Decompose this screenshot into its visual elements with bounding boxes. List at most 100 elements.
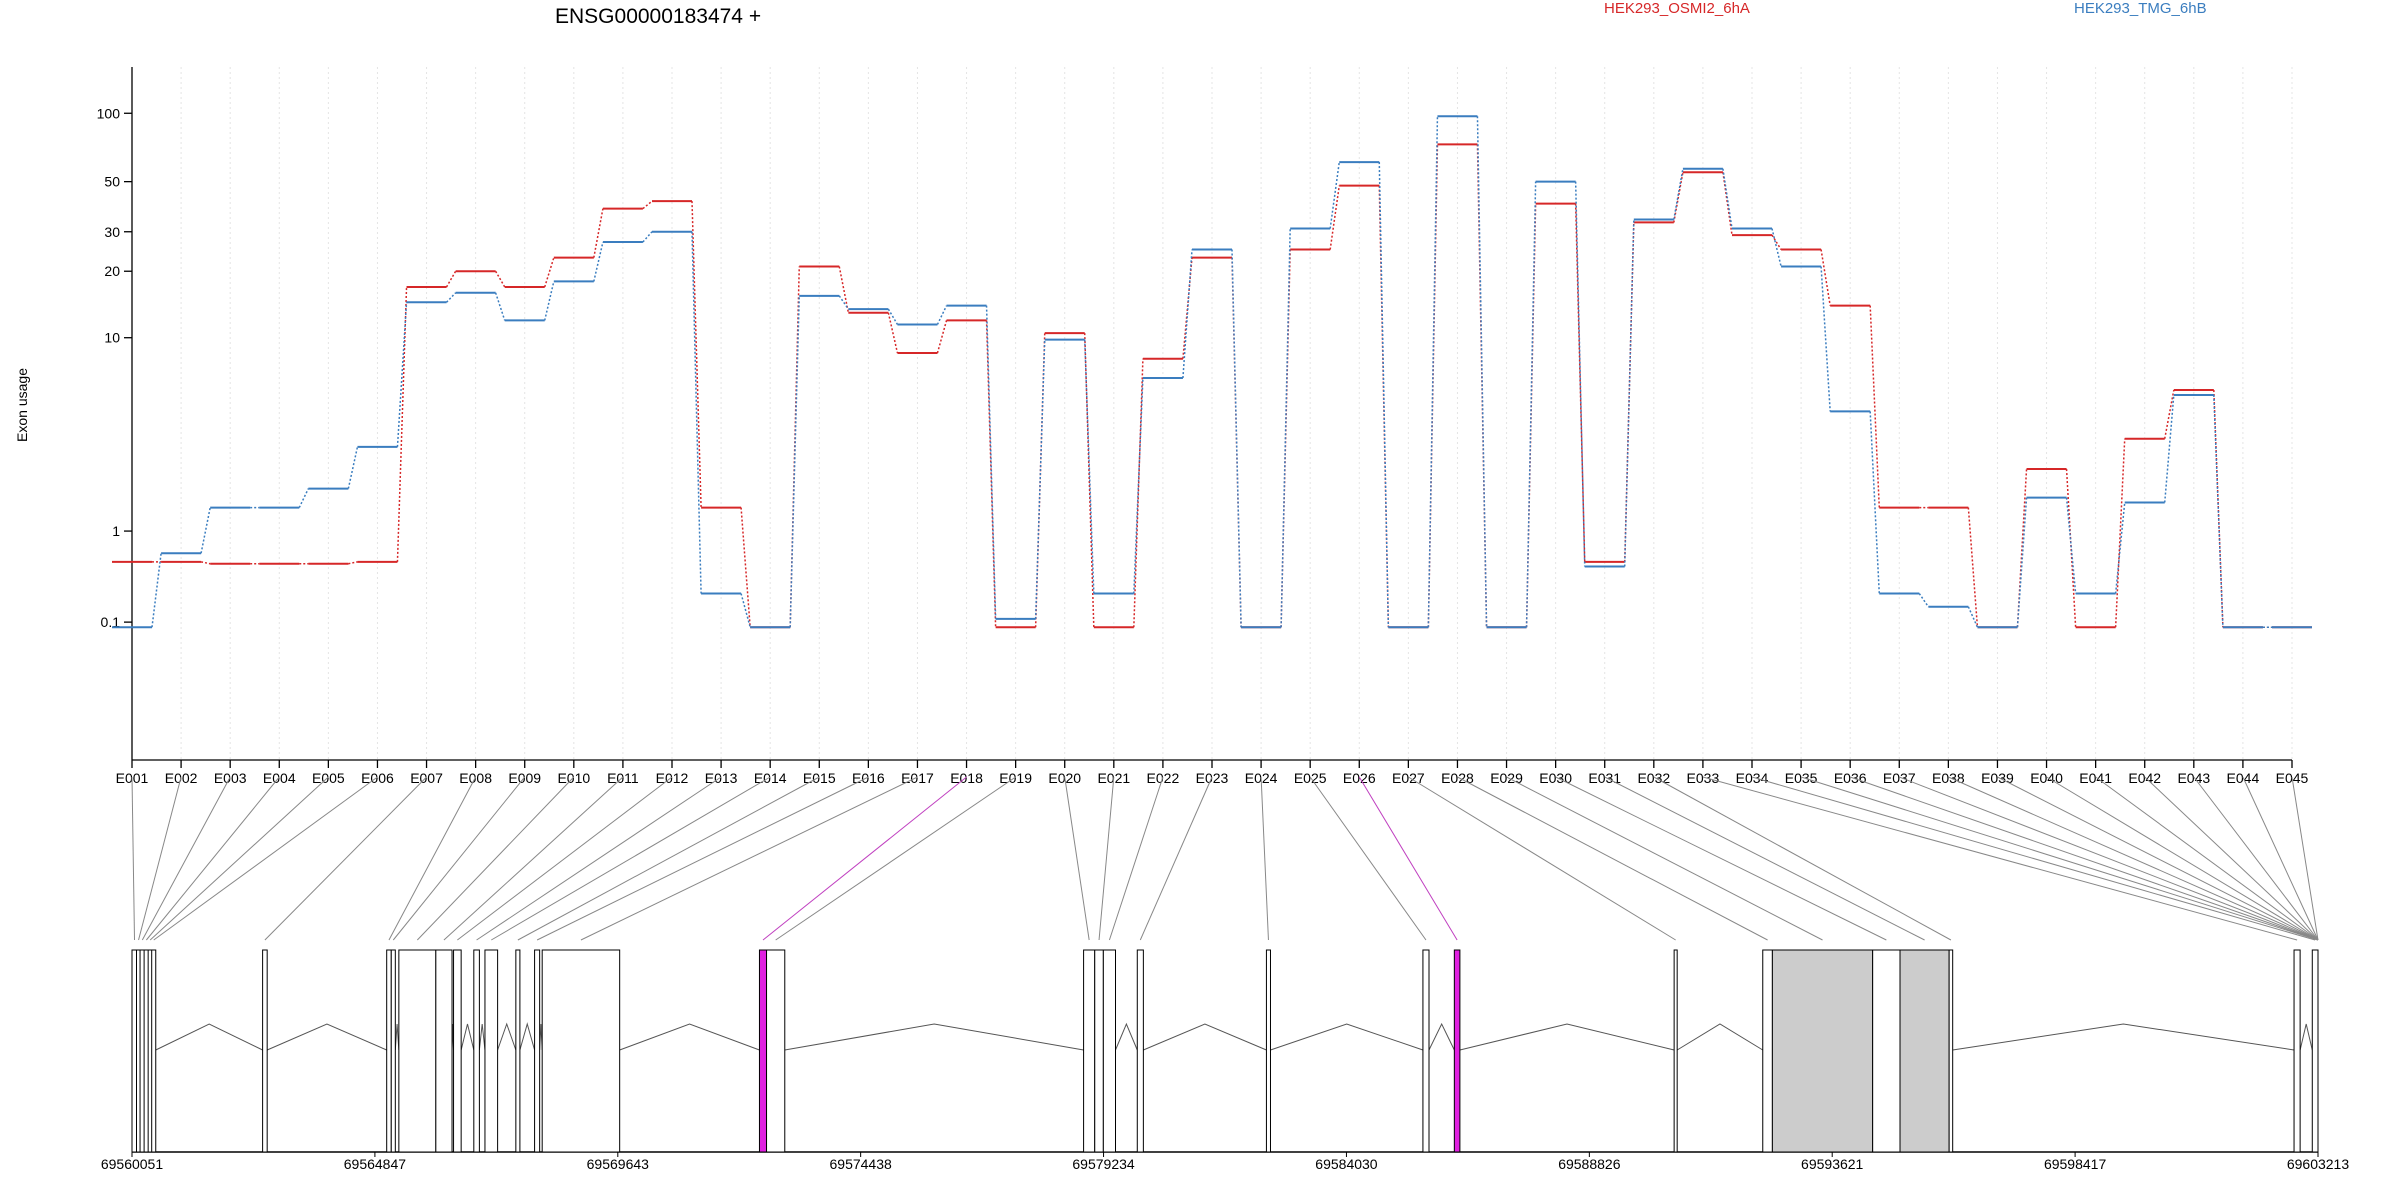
x-tick-label: E019 (999, 770, 1032, 786)
exon-connector (1506, 776, 1823, 941)
exon-box (1102, 949, 1117, 1153)
data-connector (642, 231, 653, 243)
x-tick-label: E028 (1441, 770, 1474, 786)
x-tick-label: E031 (1588, 770, 1621, 786)
x-tick-label: E034 (1736, 770, 1769, 786)
y-tick-label: 100 (97, 105, 121, 121)
x-tick-label: E008 (459, 770, 492, 786)
coordinate-tick-label: 69588826 (1558, 1156, 1621, 1172)
exon-connector (138, 776, 182, 941)
x-tick-label: E006 (361, 770, 394, 786)
exon-connector (1098, 776, 1115, 941)
exon-box (1899, 949, 1950, 1153)
data-connector (1083, 333, 1095, 628)
exon-box (766, 949, 786, 1153)
intron (497, 1022, 517, 1051)
data-connector (1329, 185, 1341, 250)
exon-box (484, 949, 499, 1153)
exon-connector (264, 776, 427, 941)
data-connector (1722, 172, 1733, 236)
data-connector (1427, 116, 1439, 628)
exon-box (435, 949, 453, 1153)
exon-connector (1653, 776, 1952, 941)
intron (519, 1022, 536, 1051)
exon-box (1872, 949, 1901, 1153)
legend-entry-series-2: HEK293_TMG_6hB (2074, 0, 2207, 17)
data-connector (1869, 305, 1881, 508)
exon-connector (153, 776, 378, 941)
data-connector (1133, 358, 1144, 628)
data-connector (936, 320, 948, 354)
exon-box (262, 949, 268, 1153)
exon-connector (1997, 776, 2319, 941)
exon-connector (580, 776, 918, 941)
data-connector (1771, 234, 1782, 250)
data-connector (1231, 249, 1242, 628)
exon-connector (1555, 776, 1887, 941)
y-tick-label: 50 (104, 174, 120, 190)
data-connector (298, 488, 310, 508)
data-connector (642, 200, 653, 210)
exon-box (1771, 949, 1874, 1153)
coordinate-tick-label: 69584030 (1315, 1156, 1378, 1172)
data-connector (200, 561, 211, 565)
data-connector (2016, 497, 2028, 628)
intron (478, 1023, 486, 1051)
exon-box (1453, 949, 1461, 1153)
exon-connector (476, 776, 722, 941)
x-tick-label: E041 (2079, 770, 2112, 786)
exon-connector (775, 776, 1016, 941)
exon-connector (1064, 776, 1090, 941)
intron (460, 1023, 475, 1051)
data-connector (2065, 469, 2077, 628)
x-tick-label: E010 (557, 770, 590, 786)
exon-connector (1408, 776, 1676, 941)
data-connector (396, 286, 408, 562)
exon-connector (145, 776, 280, 941)
exon-connector (1139, 776, 1213, 941)
intron (2299, 1023, 2313, 1051)
data-connector (1182, 257, 1193, 359)
series-1 (112, 143, 2312, 629)
y-tick-label: 1 (112, 523, 120, 539)
x-tick-label: E003 (214, 770, 247, 786)
exon-connector (2095, 776, 2319, 941)
exon-box (2293, 949, 2301, 1153)
data-connector (1280, 228, 1291, 628)
coordinate-tick-label: 69593621 (1801, 1156, 1864, 1172)
data-connector (1918, 593, 1929, 608)
data-connector (2016, 469, 2028, 628)
exon-connector (1899, 776, 2319, 941)
data-connector (348, 561, 358, 565)
data-connector (593, 241, 604, 282)
data-connector (936, 305, 948, 325)
exon-box (1762, 949, 1773, 1153)
grid-lines (131, 67, 2293, 760)
coordinate-tick-label: 69569643 (587, 1156, 650, 1172)
x-tick-label: E009 (508, 770, 541, 786)
y-tick-label: 10 (104, 330, 120, 346)
exon-box (1673, 949, 1678, 1153)
data-connector (1820, 249, 1831, 306)
intron (394, 1023, 400, 1051)
data-connector (1623, 219, 1635, 567)
exon-connector (1702, 776, 2298, 941)
data-connector (1771, 228, 1782, 267)
data-connector (347, 446, 359, 489)
intron (155, 1023, 263, 1051)
chart-title: ENSG00000183474 + (555, 5, 761, 28)
exon-connector (762, 776, 967, 941)
data-connector (1182, 249, 1193, 379)
coordinate-tick-label: 69598417 (2044, 1156, 2107, 1172)
y-tick-label: 0.1 (101, 614, 121, 630)
exon-connector (141, 776, 231, 941)
exon-connector (1108, 776, 1164, 941)
x-tick-label: E030 (1539, 770, 1572, 786)
exon-connector (443, 776, 624, 941)
exon-connector (392, 776, 526, 941)
exon-connector (457, 776, 673, 941)
legend-entry-series-1: HEK293_OSMI2_6hA (1604, 0, 1750, 17)
exon-box (758, 949, 768, 1153)
data-connector (2114, 502, 2126, 594)
data-connector (887, 312, 899, 354)
